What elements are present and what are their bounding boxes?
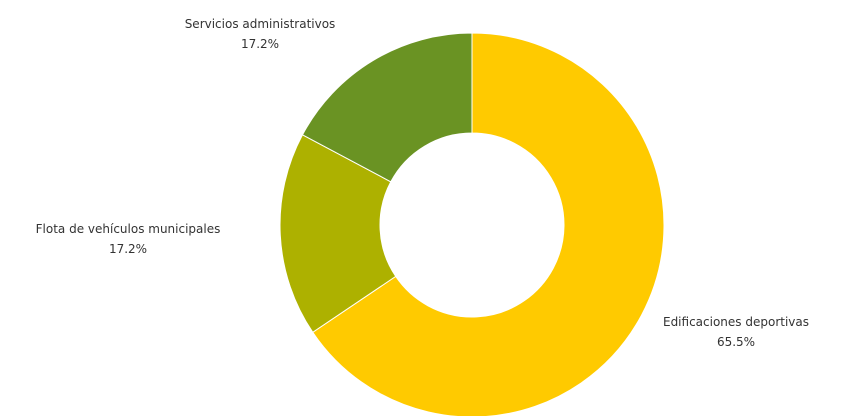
slice-flota-de-vehiculos-municipales	[279, 134, 397, 333]
slice-value-servicios-administrativos: 17.2%	[241, 37, 279, 51]
labels-group: Edificaciones deportivas 65.5% Flota de …	[36, 17, 809, 349]
slices-group	[279, 32, 665, 416]
slice-servicios-administrativos	[301, 32, 473, 183]
slice-label-edificaciones-deportivas: Edificaciones deportivas	[663, 315, 809, 329]
slice-edificaciones-deportivas	[312, 32, 665, 416]
slice-value-edificaciones-deportivas: 65.5%	[717, 335, 755, 349]
slice-label-flota-de-vehiculos: Flota de vehículos municipales	[36, 222, 221, 236]
slice-label-servicios-administrativos: Servicios administrativos	[185, 17, 336, 31]
slice-value-flota-de-vehiculos: 17.2%	[109, 242, 147, 256]
